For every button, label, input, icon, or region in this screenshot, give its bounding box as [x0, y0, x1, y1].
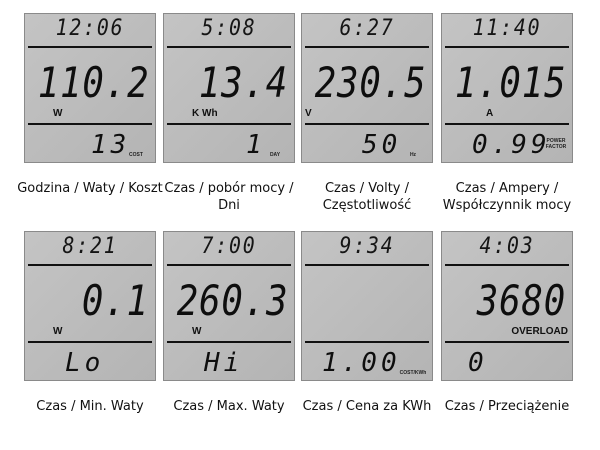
divider [445, 123, 569, 125]
divider [445, 264, 569, 266]
divider [305, 123, 429, 125]
divider [167, 123, 291, 125]
time-readout: 8:21 [62, 234, 118, 259]
main-readout: 110.2 [37, 58, 149, 107]
bottom-label: Hz [409, 152, 417, 158]
mode-caption: Godzina / Waty / Koszt [17, 181, 163, 196]
bottom-readout: 1 [246, 130, 266, 160]
bottom-label: COST [129, 152, 143, 158]
bottom-readout: 1.00 [322, 348, 401, 378]
mode-caption: Czas / Max. Waty [173, 399, 285, 414]
time-readout: 9:34 [339, 234, 395, 259]
lcd-panel: 12:06 110.2 W 13 COST [24, 13, 156, 163]
divider [28, 123, 152, 125]
main-readout: 230.5 [314, 58, 426, 107]
unit-label: W [53, 326, 63, 337]
divider [28, 341, 152, 343]
time-readout: 12:06 [55, 16, 125, 41]
lcd-panel: 7:00 260.3 W Hi [163, 231, 295, 381]
bottom-readout: Hi [204, 348, 244, 378]
mode-caption: Czas / pobór mocy / Dni [164, 181, 294, 213]
divider [305, 341, 429, 343]
time-readout: 7:00 [201, 234, 257, 259]
lcd-panel: 6:27 230.5 V 50 Hz [301, 13, 433, 163]
divider [28, 46, 152, 48]
lcd-panel: 5:08 13.4 K Wh 1 DAY [163, 13, 295, 163]
divider [167, 264, 291, 266]
divider [305, 264, 429, 266]
mode-caption: Czas / Min. Waty [36, 399, 144, 414]
divider [167, 46, 291, 48]
lcd-panel: 4:03 3680 OVERLOAD 0 [441, 231, 573, 381]
bottom-label: POWER FACTOR [545, 138, 567, 150]
mode-caption: Czas / Przeciążenie [444, 399, 570, 414]
unit-label: V [305, 108, 312, 119]
bottom-readout: Lo [65, 348, 105, 378]
main-readout: 260.3 [176, 276, 288, 325]
time-readout: 6:27 [339, 16, 395, 41]
bottom-label: DAY [269, 152, 281, 158]
unit-label: A [486, 108, 494, 119]
bottom-readout: 0 [468, 348, 488, 378]
time-readout: 11:40 [472, 16, 542, 41]
lcd-panel: 11:40 1.015 A 0.99 POWER FACTOR [441, 13, 573, 163]
divider [305, 46, 429, 48]
bottom-label: COST/KWh [399, 370, 427, 376]
divider [445, 341, 569, 343]
main-readout: 13.4 [198, 58, 288, 107]
divider [28, 264, 152, 266]
bottom-readout: 0.99 [472, 130, 551, 160]
time-readout: 5:08 [201, 16, 257, 41]
divider [167, 341, 291, 343]
mode-caption: Czas / Volty / Częstotliwość [322, 181, 412, 213]
bottom-readout: 13 [91, 130, 131, 160]
lcd-panel: 9:34 1.00 COST/KWh [301, 231, 433, 381]
mode-caption: Czas / Ampery / Współczynnik mocy [442, 181, 572, 213]
time-readout: 4:03 [479, 234, 535, 259]
main-readout: 1.015 [454, 58, 566, 107]
lcd-panel: 8:21 0.1 W Lo [24, 231, 156, 381]
main-readout: 0.1 [81, 276, 149, 325]
bottom-readout: 50 [362, 130, 402, 160]
divider [445, 46, 569, 48]
unit-label: W [192, 326, 202, 337]
mode-caption: Czas / Cena za KWh [302, 399, 432, 414]
main-readout: 3680 [476, 276, 566, 325]
unit-label: W [53, 108, 63, 119]
unit-label: OVERLOAD [511, 326, 568, 337]
unit-label: K Wh [192, 108, 218, 119]
